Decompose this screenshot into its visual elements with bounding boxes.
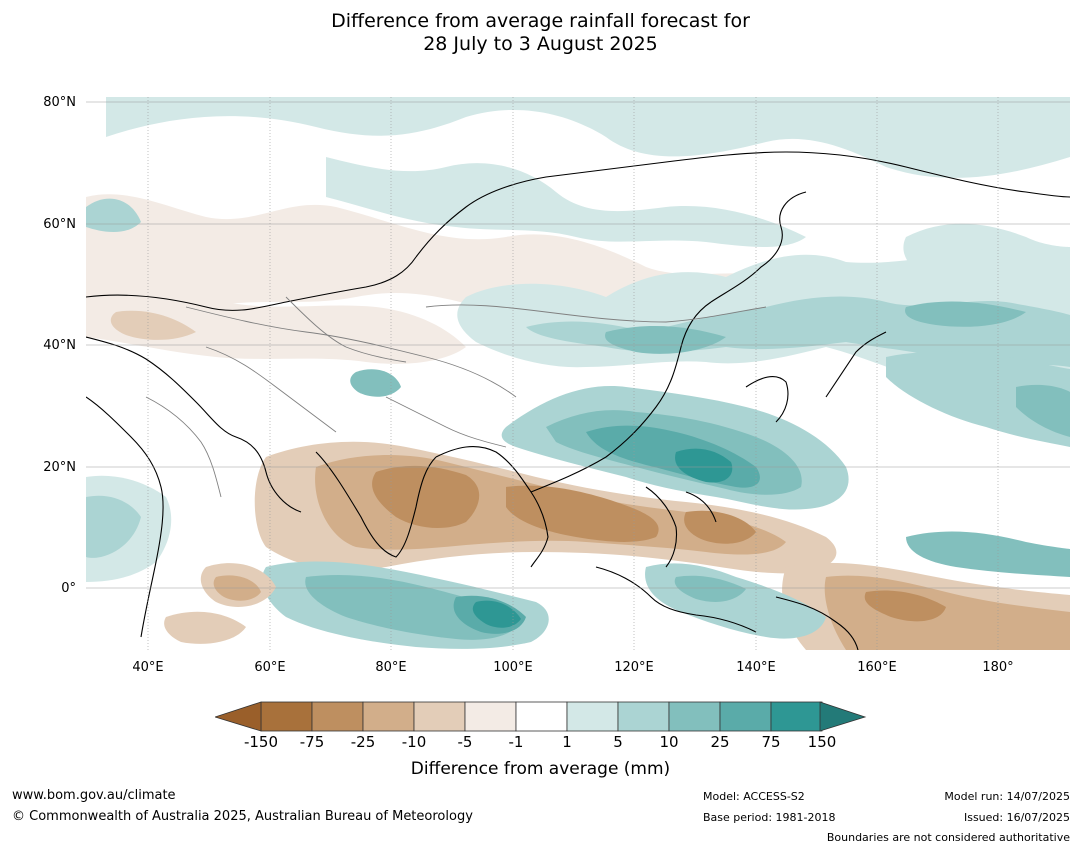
colorbar-bin xyxy=(668,701,721,732)
colorbar-tick-label: -10 xyxy=(401,733,427,751)
lon-label-40e: 40°E xyxy=(132,660,164,675)
colorbar-tick-label: -25 xyxy=(350,733,376,751)
boundaries-disclaimer: Boundaries are not considered authoritat… xyxy=(826,831,1070,844)
colorbar-bin xyxy=(515,701,568,732)
website-link[interactable]: www.bom.gov.au/climate xyxy=(12,788,176,803)
base-period: Base period: 1981-2018 xyxy=(703,811,836,824)
anomaly-region xyxy=(684,510,756,544)
anomaly-region xyxy=(675,448,733,483)
model-run: Model run: 14/07/2025 xyxy=(944,790,1070,803)
anomaly-region xyxy=(506,485,659,542)
lon-label-180: 180° xyxy=(982,660,1014,675)
colorbar-bin xyxy=(464,701,517,732)
colorbar-tick-label: 150 xyxy=(807,733,837,751)
anomaly-region xyxy=(886,351,1070,447)
anomaly-region xyxy=(164,611,246,644)
lon-label-160e: 160°E xyxy=(857,660,897,675)
colorbar-bin xyxy=(413,701,466,732)
lon-label-100e: 100°E xyxy=(493,660,533,675)
graticule xyxy=(86,97,1070,650)
colorbar-label: Difference from average (mm) xyxy=(410,759,671,779)
lon-label-140e: 140°E xyxy=(736,660,776,675)
anomaly-region xyxy=(472,600,521,628)
colorbar-bin xyxy=(617,701,670,732)
lat-label-0: 0° xyxy=(61,581,76,596)
lon-label-60e: 60°E xyxy=(254,660,286,675)
colorbar-tick-label: 10 xyxy=(659,733,679,751)
lon-label-120e: 120°E xyxy=(614,660,654,675)
colorbar-under-arrow xyxy=(215,701,262,732)
anomaly-region xyxy=(350,369,401,397)
colorbar-bin xyxy=(770,701,823,732)
colorbar-bin xyxy=(362,701,415,732)
colorbar-tick-label: 1 xyxy=(562,733,572,751)
anomaly-region xyxy=(905,301,1026,327)
lat-label-80n: 80°N xyxy=(43,95,76,110)
map-title: Difference from average rainfall forecas… xyxy=(0,10,1081,56)
colorbar-bin xyxy=(719,701,772,732)
colorbar-tick-label: 25 xyxy=(710,733,730,751)
lat-label-20n: 20°N xyxy=(43,460,76,475)
coastlines xyxy=(86,151,1070,650)
country-borders xyxy=(145,296,767,498)
colorbar-tick-label: -5 xyxy=(457,733,473,751)
anomaly-region xyxy=(372,465,480,529)
rainfall-anomaly-map xyxy=(86,97,1070,650)
colorbar-bin xyxy=(311,701,364,732)
colorbar-bin xyxy=(260,701,313,732)
lat-label-40n: 40°N xyxy=(43,338,76,353)
anomaly-region xyxy=(864,590,946,622)
anomaly-region xyxy=(1016,384,1070,437)
anomaly-region xyxy=(906,531,1070,577)
anomaly-region xyxy=(110,310,196,340)
colorbar xyxy=(215,701,867,732)
colorbar-tick-label: -150 xyxy=(243,733,279,751)
map-canvas xyxy=(86,97,1070,650)
colorbar-tick-label: -75 xyxy=(299,733,325,751)
colorbar-bin xyxy=(566,701,619,732)
anomaly-region xyxy=(674,575,746,602)
copyright-text: © Commonwealth of Australia 2025, Austra… xyxy=(12,809,473,824)
model-name: Model: ACCESS-S2 xyxy=(703,790,805,803)
map-title-line2: 28 July to 3 August 2025 xyxy=(423,33,658,55)
map-title-line1: Difference from average rainfall forecas… xyxy=(331,10,750,32)
colorbar-tick-label: 5 xyxy=(613,733,623,751)
issued-date: Issued: 16/07/2025 xyxy=(963,811,1070,824)
lon-label-80e: 80°E xyxy=(375,660,407,675)
anomaly-region xyxy=(86,495,141,558)
anomaly-region xyxy=(605,325,726,354)
colorbar-tick-label: -1 xyxy=(508,733,524,751)
colorbar-tick-label: 75 xyxy=(761,733,781,751)
anomaly-region xyxy=(86,198,141,232)
anomaly-region xyxy=(326,157,806,247)
anomaly-region xyxy=(106,97,1070,178)
lat-label-60n: 60°N xyxy=(43,217,76,232)
colorbar-over-arrow xyxy=(819,701,867,732)
